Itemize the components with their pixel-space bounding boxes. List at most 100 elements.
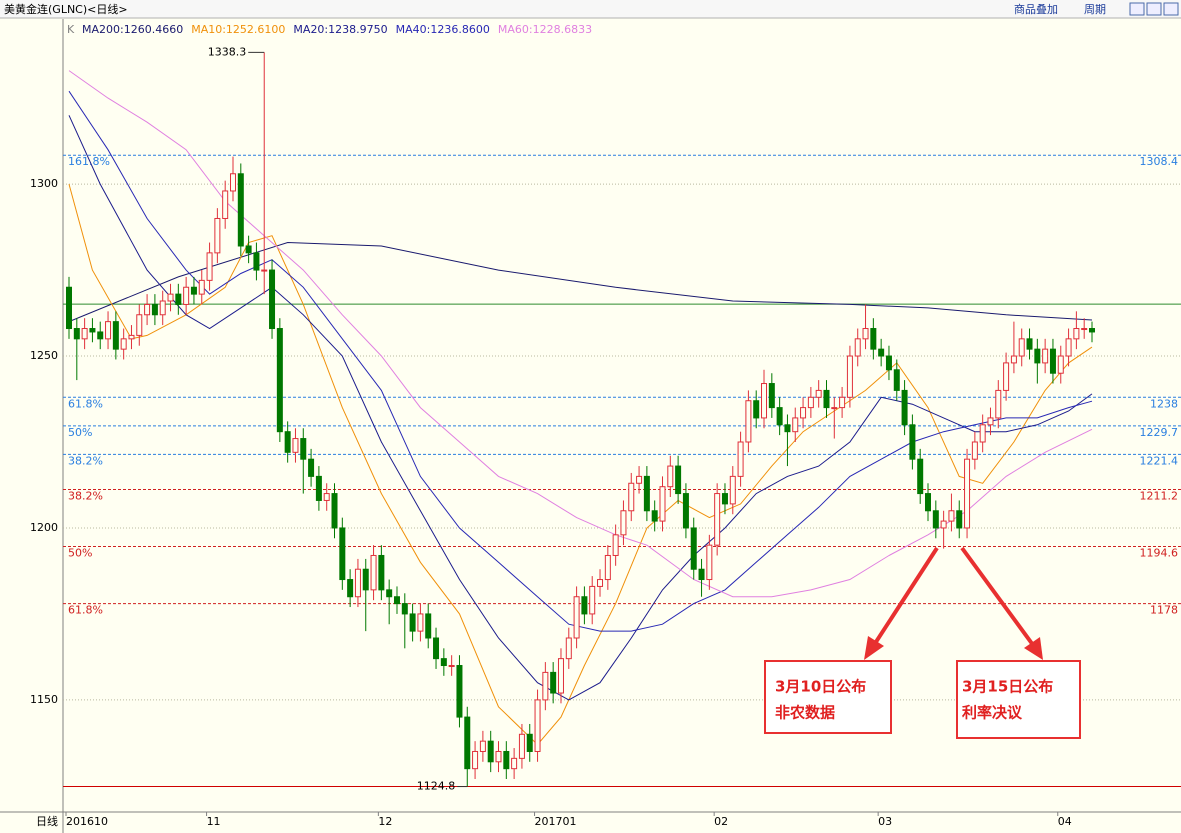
period-button[interactable]: 周期: [1084, 3, 1106, 16]
candle-body: [1057, 355, 1064, 374]
candle-body: [792, 417, 799, 433]
fib-value: 1229.7: [1140, 426, 1179, 439]
ma-line: [68, 90, 1093, 632]
candle-body: [206, 252, 213, 281]
candle-body: [667, 465, 674, 488]
candle-body: [190, 286, 197, 295]
candle-body: [917, 458, 924, 495]
arrow: [872, 546, 939, 647]
candle-body: [636, 475, 643, 484]
candle-body: [557, 658, 564, 694]
candle-body: [885, 355, 892, 371]
x-tick-label: 04: [1058, 815, 1072, 828]
fib-value: 1238: [1150, 397, 1178, 410]
candle-body: [214, 217, 221, 254]
nav-button[interactable]: [1146, 2, 1162, 16]
candle-body: [815, 389, 822, 398]
candle-body: [964, 458, 971, 529]
candle-body: [651, 510, 658, 522]
high-label: 1338.3: [208, 45, 247, 58]
candle-body: [284, 431, 291, 453]
candle-body: [495, 750, 502, 763]
candle-body: [823, 389, 830, 409]
candle-body: [565, 637, 572, 660]
fib-label: 38.2%: [68, 454, 103, 467]
candle-body: [854, 338, 861, 357]
candle-body: [151, 303, 158, 316]
candle-body: [198, 279, 205, 295]
arrow-head: [864, 636, 884, 660]
candle-body: [97, 331, 104, 340]
candle-body: [948, 510, 955, 522]
candle-body: [1081, 328, 1088, 331]
candle-body: [620, 510, 627, 536]
candle-body: [378, 554, 385, 591]
candle-body: [862, 328, 869, 340]
candle-body: [1042, 348, 1049, 364]
candle-body: [573, 596, 580, 639]
candle-body: [534, 699, 541, 752]
candle-body: [995, 389, 1002, 419]
ma-line: [68, 241, 1093, 323]
candle-body: [643, 475, 650, 512]
candle-body: [245, 245, 252, 254]
fib-label: 50%: [68, 426, 92, 439]
candle-body: [487, 740, 494, 763]
candle-body: [761, 383, 768, 419]
candle-body: [89, 328, 96, 333]
candle-body: [737, 441, 744, 477]
candle-body: [628, 482, 635, 512]
candle-body: [81, 328, 88, 340]
candle-body: [1073, 328, 1080, 340]
candle-body: [479, 740, 486, 752]
candle-body: [659, 486, 666, 522]
candle-body: [183, 286, 190, 305]
candle-body: [698, 568, 705, 581]
candle-body: [386, 589, 393, 598]
nav-button[interactable]: [1163, 2, 1179, 16]
candle-body: [339, 527, 346, 581]
legend-entry: MA20:1238.9750: [293, 23, 387, 36]
candle-body: [300, 438, 307, 460]
candle-body: [503, 750, 510, 770]
legend-entry: MA10:1252.6100: [191, 23, 285, 36]
candle-body: [925, 493, 932, 512]
low-label: 1124.8: [417, 780, 456, 793]
arrow-head: [1024, 637, 1043, 660]
candle-body: [401, 603, 408, 615]
chart-title: 美黄金连(GLNC)<日线>: [4, 2, 128, 16]
candle-body: [167, 293, 174, 302]
candle-body: [323, 493, 330, 501]
annotation-box: [956, 660, 1081, 739]
fib-label: 38.2%: [68, 489, 103, 502]
candle-body: [276, 328, 283, 433]
candle-body: [511, 757, 518, 770]
candle-body: [721, 493, 728, 505]
candle-body: [440, 658, 447, 667]
candle-body: [347, 579, 354, 598]
candle-body: [261, 269, 268, 272]
candle-body: [417, 613, 424, 632]
candle-body: [120, 338, 127, 350]
title-bar: [0, 0, 1181, 18]
candle-body: [932, 510, 939, 529]
candle-body: [269, 269, 276, 330]
x-tick-label: 11: [207, 815, 221, 828]
candle-body: [105, 321, 112, 340]
indicator-label: K: [67, 23, 75, 36]
legend-entry: MA60:1228.6833: [498, 23, 592, 36]
candle-body: [1026, 338, 1033, 350]
annotation: 3月15日公布 利率决议: [956, 546, 1081, 739]
candle-body: [581, 596, 588, 615]
candle-body: [464, 716, 471, 770]
candle-body: [831, 407, 838, 410]
candle-body: [1034, 348, 1041, 364]
nav-button[interactable]: [1129, 2, 1145, 16]
candle-body: [159, 300, 166, 316]
candle-body: [971, 441, 978, 460]
candle-body: [292, 438, 299, 453]
candle-body: [1089, 328, 1095, 333]
overlay-button[interactable]: 商品叠加: [1014, 2, 1058, 16]
candle-body: [136, 314, 143, 336]
candle-body: [878, 348, 885, 357]
